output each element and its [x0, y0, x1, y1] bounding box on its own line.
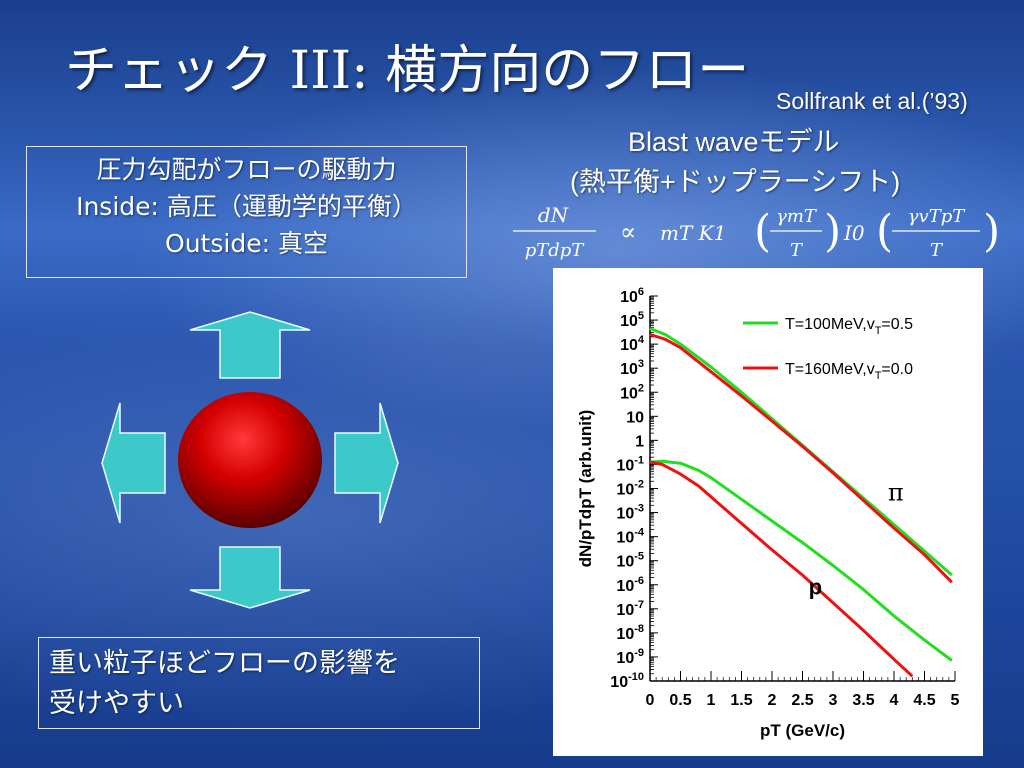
slide-title: チェック III: 横方向のフロー: [65, 41, 750, 101]
annotation-pi: π: [888, 479, 904, 507]
series-line-p-red: [649, 460, 914, 678]
x-tick-label: 1.5: [730, 692, 752, 709]
pressure-gradient-box: 圧力勾配がフローの駆動力 Inside: 高圧（運動学的平衡） Outside:…: [26, 146, 467, 278]
y-tick-label: 10-5: [616, 551, 644, 571]
x-tick-label: 2: [768, 692, 777, 709]
left-arrow: [101, 402, 166, 524]
box-top-line1: 圧力勾配がフローの駆動力: [96, 155, 397, 184]
x-tick-label: 3.5: [852, 692, 874, 709]
y-tick-label: 10-6: [616, 575, 644, 595]
y-tick-label: 102: [620, 382, 644, 402]
series-line-p-green: [649, 459, 953, 662]
formula-i0: I0: [843, 221, 865, 245]
formula-svg: dN pTdpT ∝ mT K1 ( γmT T ) I0 ( γvTpT T …: [513, 203, 1000, 261]
y-tick-label: 1: [635, 433, 644, 450]
y-tick-label: 10-2: [616, 479, 644, 499]
y-tick-label: 10-3: [616, 503, 644, 523]
x-tick-label: 3: [829, 692, 838, 709]
box-bottom-line1: 重い粒子ほどフローの影響を: [49, 648, 400, 679]
svg-text:): ): [824, 206, 841, 257]
annotation-p: p: [809, 574, 822, 599]
down-arrow: [189, 546, 311, 609]
y-tick-label: 10-4: [616, 527, 644, 547]
red-sphere: [178, 392, 322, 528]
y-tick-label: 10-10: [610, 671, 644, 691]
y-axis-title: dN/pTdpT (arb.unit): [576, 410, 595, 568]
formula-b2-num: γvTpT: [908, 206, 966, 227]
spectrum-chart: 106 105 104 103 102 10 1 10-1 10-2 10-3 10-4 10-5 10…: [553, 268, 983, 756]
series-line-pi-red: [649, 333, 953, 584]
y-tick-label: 10: [626, 409, 644, 426]
svg-text:(: (: [876, 206, 893, 257]
right-arrow: [334, 402, 399, 524]
chart-svg: 10610510410310210110-110-210-310-410-510…: [576, 286, 960, 740]
y-tick-label: 10-9: [616, 647, 644, 667]
y-tick-label: 104: [620, 334, 645, 354]
x-tick-label: 0.5: [669, 692, 691, 709]
up-arrow: [189, 311, 311, 379]
y-tick-label: 105: [620, 310, 644, 330]
x-tick-label: 5: [951, 692, 960, 709]
x-tick-label: 4: [890, 692, 899, 709]
box-top-line2: Inside: 高圧（運動学的平衡）: [76, 192, 417, 221]
legend-label: T=100MeV,vT=0.5: [785, 316, 913, 337]
model-name: Blast waveモデル: [628, 127, 840, 157]
x-tick-label: 1: [707, 692, 716, 709]
box-top-line3: Outside: 真空: [165, 229, 328, 258]
formula-proportional: ∝: [620, 218, 636, 246]
svg-text:(: (: [754, 206, 771, 257]
x-tick-label: 0: [646, 692, 655, 709]
formula-b2-den: T: [930, 240, 944, 261]
formula-rhs: mT K1: [660, 221, 726, 245]
box-bottom-line2: 受けやすい: [49, 688, 184, 719]
heavy-particle-box: 重い粒子ほどフローの影響を 受けやすい: [38, 637, 480, 729]
svg-text:): ): [983, 206, 1000, 257]
y-tick-label: 10-1: [616, 454, 644, 474]
formula-lhs-num: dN: [538, 203, 570, 227]
formula-b1-num: γmT: [776, 206, 818, 227]
citation: Sollfrank et al.(’93): [776, 88, 968, 114]
legend-label: T=160MeV,vT=0.0: [785, 361, 913, 382]
flow-diagram: [101, 311, 399, 609]
model-note: (熱平衡+ドップラーシフト): [570, 167, 901, 197]
formula-b1-den: T: [790, 240, 804, 261]
x-tick-label: 2.5: [791, 692, 813, 709]
y-tick-label: 10-8: [616, 623, 644, 643]
y-tick-label: 103: [620, 358, 644, 378]
y-tick-label: 106: [620, 286, 644, 306]
x-axis-title: pT (GeV/c): [760, 721, 845, 740]
y-tick-label: 10-7: [616, 599, 644, 619]
blast-wave-formula: dN pTdpT ∝ mT K1 ( γmT T ) I0 ( γvTpT T …: [508, 198, 1008, 273]
x-tick-label: 4.5: [913, 692, 935, 709]
formula-lhs-den: pTdpT: [525, 240, 586, 261]
